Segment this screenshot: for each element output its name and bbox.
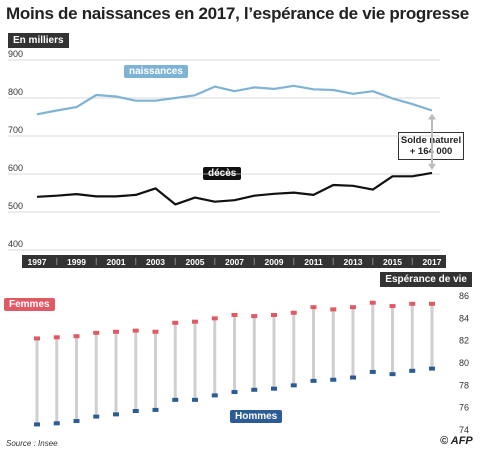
y-tick-label: 900 [8, 49, 23, 59]
hommes-point [113, 412, 119, 417]
x-tick-label: 2013 [344, 257, 363, 267]
femmes-point [310, 305, 317, 310]
hommes-point [409, 368, 416, 373]
femmes-point [271, 312, 277, 317]
y-tick-label: 600 [8, 163, 23, 173]
femmes-point [330, 307, 337, 312]
femmes-point [132, 328, 139, 333]
series-label-naissances: naissances [124, 65, 188, 78]
femmes-point [409, 301, 416, 306]
femmes-point [53, 335, 60, 340]
y-tick-label: 700 [8, 125, 23, 135]
x-axis-band [22, 255, 446, 268]
y-tick-label: 500 [8, 201, 23, 211]
femmes-point [113, 329, 119, 334]
series-line-deces [36, 171, 433, 206]
femmes-point [211, 316, 218, 321]
hommes-point [231, 390, 238, 395]
solde-arrow-head-top [428, 113, 436, 120]
x-tick-label: 2017 [423, 257, 442, 267]
hommes-point [93, 414, 100, 419]
y-tick-label: 800 [8, 87, 23, 97]
x-tick-label: 2005 [186, 257, 205, 267]
hommes-point [172, 397, 179, 402]
series-line-naissances [36, 84, 433, 116]
hommes-point [429, 366, 435, 371]
x-tick-label: 2001 [107, 257, 126, 267]
x-tick-label: 2015 [383, 257, 402, 267]
y-tick-label: 400 [8, 239, 23, 249]
y-tick-label-esperance: 76 [459, 403, 469, 413]
femmes-point [73, 334, 80, 339]
femmes-point [192, 319, 198, 324]
hommes-point [369, 369, 376, 374]
y-tick-label-esperance: 74 [459, 425, 469, 435]
hommes-point [192, 397, 198, 402]
x-tick-label: 2009 [265, 257, 284, 267]
femmes-point [93, 330, 100, 335]
hommes-point [211, 393, 218, 398]
chart-title: Moins de naissances en 2017, l’espérance… [6, 4, 469, 23]
hommes-point [350, 375, 356, 380]
hommes-point [152, 407, 159, 412]
femmes-point [369, 300, 376, 305]
source-note: Source : Insee [6, 439, 58, 448]
femmes-point [389, 304, 396, 309]
afp-logo: © AFP [440, 435, 473, 447]
hommes-point [330, 377, 337, 382]
hommes-point [53, 421, 60, 426]
x-tick-label: 2011 [304, 257, 323, 267]
x-tick-label: 2007 [225, 257, 244, 267]
y-tick-label-esperance: 80 [459, 358, 469, 368]
hommes-point [73, 419, 80, 424]
femmes-point [34, 336, 40, 341]
esperance-title: Espérance de vie [380, 272, 472, 287]
hommes-point [310, 378, 317, 383]
femmes-point [429, 301, 435, 306]
y-tick-label-esperance: 84 [459, 313, 469, 323]
hommes-point [389, 372, 396, 377]
y-tick-label-esperance: 78 [459, 380, 469, 390]
series-label-deces: décès [203, 167, 242, 180]
femmes-point [290, 310, 297, 315]
hommes-point [34, 422, 40, 427]
y-tick-label-esperance: 86 [459, 291, 469, 301]
series-label-hommes: Hommes [230, 410, 283, 423]
x-tick-label: 1999 [67, 257, 86, 267]
hommes-point [251, 387, 258, 392]
femmes-point [251, 314, 258, 319]
x-tick-label: 2003 [146, 257, 165, 267]
series-label-femmes: Femmes [4, 298, 55, 311]
unit-label: En milliers [8, 33, 69, 48]
femmes-point [231, 312, 238, 317]
hommes-point [290, 383, 297, 388]
y-tick-label-esperance: 82 [459, 336, 469, 346]
femmes-point [152, 329, 159, 334]
hommes-point [271, 386, 277, 391]
solde-arrow-head-bottom [428, 163, 436, 170]
x-tick-label: 1997 [28, 257, 47, 267]
hommes-point [132, 409, 139, 414]
femmes-point [172, 320, 179, 325]
femmes-point [350, 305, 356, 310]
